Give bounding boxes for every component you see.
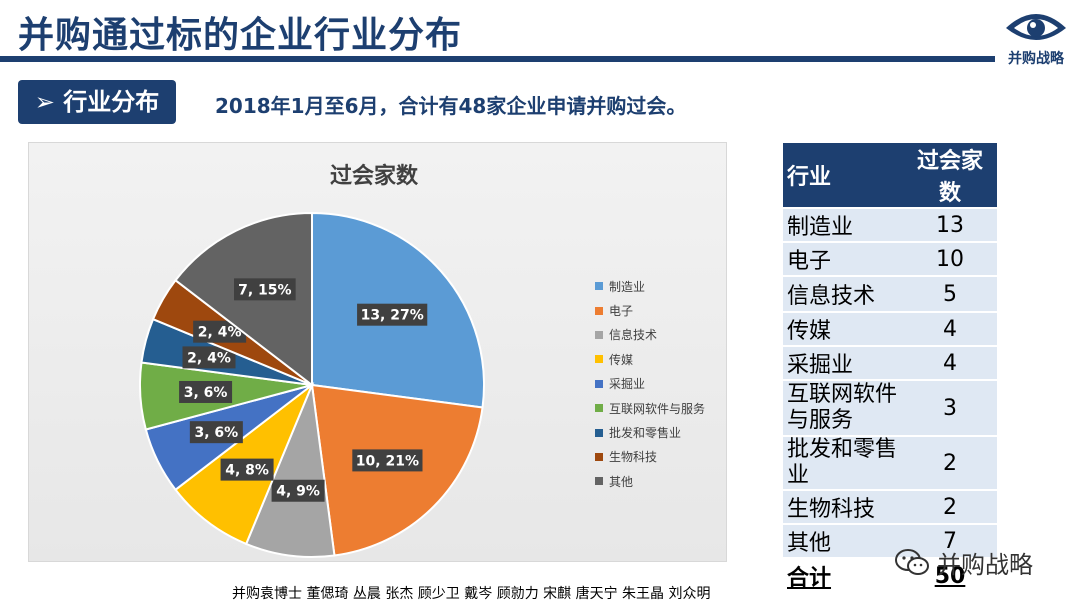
table-header-count: 过会家数 [903,143,997,209]
data-label: 3, 6% [179,380,233,403]
table-cell-industry: 制造业 [783,208,903,243]
legend-swatch [595,282,603,291]
svg-text:4, 8%: 4, 8% [225,463,269,479]
svg-text:4, 9%: 4, 9% [276,484,320,500]
table-cell-count: 13 [903,208,997,243]
table-row: 制造业 13 [783,208,997,243]
legend-swatch [595,404,603,413]
legend-label: 信息技术 [609,328,658,343]
table-row: 传媒 4 [783,312,997,347]
page-title: 并购通过标的企业行业分布 [18,15,463,56]
section-tab: ➢ 行业分布 [18,80,176,124]
data-label: 2, 4% [182,346,236,369]
legend-item: 其他 [595,469,705,493]
legend-item: 批发和零售业 [595,420,705,444]
table-row: 信息技术 5 [783,276,997,313]
table-cell-industry: 信息技术 [783,276,903,313]
table-cell-industry: 采掘业 [783,346,903,381]
svg-text:7, 15%: 7, 15% [238,282,291,298]
legend-item: 制造业 [595,274,705,298]
table-total-row: 合计 50 [783,558,997,595]
table-cell-count: 10 [903,242,997,277]
table-row: 电子 10 [783,242,997,277]
footer-credits: 并购袁博士 董偲琦 丛晨 张杰 顾少卫 戴岑 顾勍力 宋麒 唐天宁 朱王晶 刘众… [232,586,711,602]
table-row: 其他 7 [783,524,997,559]
table-cell-count: 3 [903,380,997,437]
legend-item: 信息技术 [595,323,705,347]
legend-label: 采掘业 [609,377,646,392]
legend-item: 互联网软件与服务 [595,396,705,420]
legend-swatch [595,330,603,339]
legend-item: 采掘业 [595,372,705,396]
eye-icon [1006,14,1066,40]
table-cell-industry: 电子 [783,242,903,277]
table-cell-industry: 批发和零售业 [783,436,903,491]
svg-text:2, 4%: 2, 4% [187,350,231,366]
table-header-row: 行业 过会家数 [783,143,997,209]
watermark-text: 并购战略 [937,551,1033,579]
chart-legend: 制造业 电子 信息技术 传媒 采掘业 互联网软件与服务 批发和零售业 生物科技 … [595,274,705,494]
svg-text:3, 6%: 3, 6% [195,425,239,441]
table-header-industry: 行业 [783,143,903,209]
table-cell-count: 4 [903,312,997,347]
table-row: 生物科技 2 [783,490,997,525]
table-row: 批发和零售业 2 [783,436,997,491]
legend-label: 传媒 [609,352,634,367]
svg-text:13, 27%: 13, 27% [361,308,424,324]
legend-label: 制造业 [609,279,646,294]
data-label: 13, 27% [357,303,428,326]
data-label: 4, 8% [220,458,274,481]
section-subtitle: 2018年1月至6月，合计有48家企业申请并购过会。 [215,94,687,118]
legend-item: 传媒 [595,347,705,371]
table-cell-industry: 互联网软件与服务 [783,380,903,437]
legend-swatch [595,379,603,388]
data-label: 4, 9% [271,479,325,502]
table-cell-count: 2 [903,490,997,525]
svg-text:2, 4%: 2, 4% [198,325,242,341]
table-row: 互联网软件与服务 3 [783,380,997,437]
svg-text:3, 6%: 3, 6% [184,385,228,401]
legend-swatch [595,452,603,461]
table-cell-count: 4 [903,346,997,381]
legend-swatch [595,477,603,486]
table-cell-industry: 生物科技 [783,490,903,525]
logo-text: 并购战略 [1008,51,1064,67]
legend-item: 电子 [595,298,705,322]
data-label: 2, 4% [193,320,247,343]
table-cell-count: 5 [903,276,997,313]
logo: 并购战略 [1000,4,1072,70]
legend-label: 互联网软件与服务 [609,401,706,416]
data-label: 7, 15% [234,278,296,301]
wechat-icon [895,548,929,575]
table-cell-industry: 其他 [783,524,903,559]
legend-label: 电子 [609,304,634,319]
legend-label: 其他 [609,474,634,489]
data-label: 3, 6% [189,421,243,444]
watermark: 并购战略 [895,545,1033,580]
title-underline [0,56,995,62]
table-total-label: 合计 [783,558,903,595]
data-label: 10, 21% [352,449,423,472]
legend-swatch [595,306,603,315]
legend-label: 生物科技 [609,450,658,465]
table-cell-count: 2 [903,436,997,491]
chart-title: 过会家数 [330,164,419,189]
svg-text:10, 21%: 10, 21% [356,453,419,469]
legend-item: 生物科技 [595,445,705,469]
table-cell-count: 7 [903,524,997,559]
legend-label: 批发和零售业 [609,426,682,441]
table-row: 采掘业 4 [783,346,997,381]
pie-slice [244,381,336,558]
table-cell-industry: 传媒 [783,312,903,347]
industry-table: 行业 过会家数 制造业 13 电子 10 信息技术 5 传媒 4 采掘业 4 互… [783,143,997,595]
legend-swatch [595,428,603,437]
legend-swatch [595,355,603,364]
